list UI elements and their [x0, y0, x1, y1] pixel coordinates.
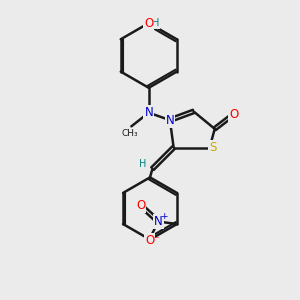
Text: +: + — [160, 212, 167, 220]
Text: N: N — [166, 114, 174, 127]
Text: H: H — [152, 18, 159, 28]
Text: O: O — [144, 16, 153, 30]
Text: H: H — [139, 159, 146, 169]
Text: O: O — [136, 200, 146, 212]
Text: CH₃: CH₃ — [122, 129, 138, 138]
Text: O: O — [145, 234, 154, 247]
Text: ⁻: ⁻ — [153, 235, 159, 245]
Text: N: N — [154, 215, 163, 228]
Text: S: S — [209, 141, 216, 154]
Text: N: N — [144, 106, 153, 119]
Text: O: O — [229, 108, 239, 121]
